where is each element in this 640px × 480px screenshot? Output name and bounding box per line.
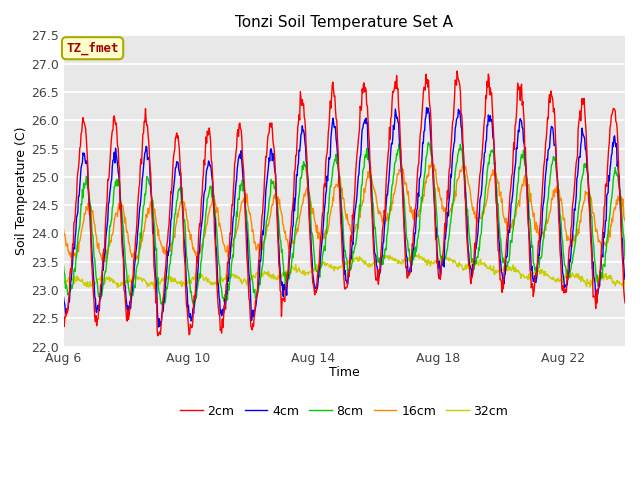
16cm <box>80 219 88 225</box>
2cm <box>60 309 67 315</box>
2cm <box>154 333 162 339</box>
32cm <box>515 267 522 273</box>
8cm <box>191 304 198 310</box>
2cm <box>621 300 629 306</box>
16cm <box>60 227 67 232</box>
2cm <box>264 131 272 137</box>
4cm <box>515 128 522 133</box>
8cm <box>193 296 200 301</box>
32cm <box>378 253 386 259</box>
Title: Tonzi Soil Temperature Set A: Tonzi Soil Temperature Set A <box>236 15 453 30</box>
Line: 4cm: 4cm <box>63 108 625 327</box>
16cm <box>621 218 629 224</box>
2cm <box>515 84 522 89</box>
32cm <box>60 281 67 287</box>
2cm <box>80 120 88 125</box>
8cm <box>264 206 272 212</box>
4cm <box>60 294 67 300</box>
8cm <box>378 258 386 264</box>
2cm <box>453 68 461 74</box>
16cm <box>515 201 522 206</box>
Line: 16cm: 16cm <box>63 161 625 262</box>
4cm <box>155 324 163 330</box>
32cm <box>150 286 158 292</box>
16cm <box>264 222 272 228</box>
2cm <box>294 120 302 126</box>
Line: 8cm: 8cm <box>63 143 625 307</box>
32cm <box>621 281 629 287</box>
8cm <box>294 197 302 203</box>
2cm <box>193 269 200 275</box>
32cm <box>193 273 200 279</box>
X-axis label: Time: Time <box>329 366 360 379</box>
16cm <box>101 259 109 264</box>
16cm <box>193 252 200 258</box>
Y-axis label: Soil Temperature (C): Soil Temperature (C) <box>15 127 28 255</box>
Line: 32cm: 32cm <box>63 253 625 289</box>
8cm <box>80 180 88 186</box>
8cm <box>621 256 629 262</box>
8cm <box>515 180 522 185</box>
8cm <box>60 263 67 269</box>
16cm <box>378 219 386 225</box>
4cm <box>423 105 431 110</box>
4cm <box>294 160 302 166</box>
4cm <box>193 285 200 291</box>
32cm <box>411 251 419 256</box>
Line: 2cm: 2cm <box>63 71 625 336</box>
Legend: 2cm, 4cm, 8cm, 16cm, 32cm: 2cm, 4cm, 8cm, 16cm, 32cm <box>175 400 513 423</box>
16cm <box>428 158 436 164</box>
4cm <box>80 152 88 158</box>
Text: TZ_fmet: TZ_fmet <box>67 42 119 55</box>
32cm <box>264 268 272 274</box>
32cm <box>294 267 302 273</box>
4cm <box>378 252 386 257</box>
4cm <box>621 276 629 282</box>
16cm <box>294 223 302 228</box>
2cm <box>378 228 386 234</box>
8cm <box>425 140 433 145</box>
4cm <box>264 164 272 169</box>
32cm <box>80 280 88 286</box>
